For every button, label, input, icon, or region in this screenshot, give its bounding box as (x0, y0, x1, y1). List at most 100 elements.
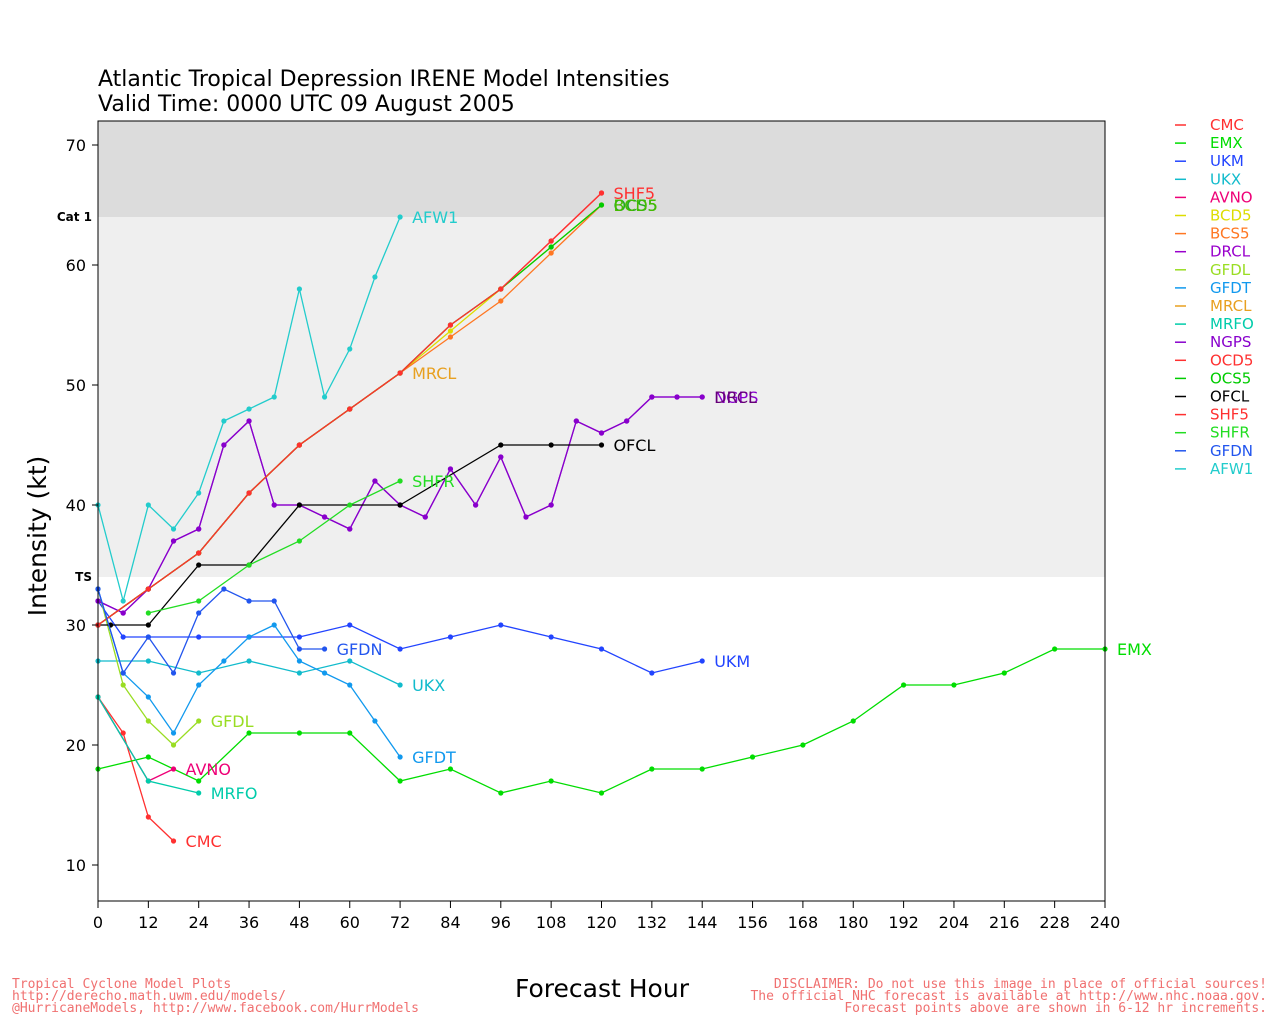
data-point-afw1 (271, 394, 277, 400)
data-point-emx (1052, 646, 1058, 652)
footer-right: DISCLAIMER: Do not use this image in pla… (750, 977, 1267, 1016)
legend: CMCEMXUKMUKXAVNOBCD5BCS5DRCLGFDLGFDTMRCL… (1175, 116, 1254, 478)
data-point-ukm (347, 622, 353, 628)
data-point-gfdl (120, 682, 126, 688)
end-label-mrcl: MRCL (412, 364, 456, 383)
legend-item-cmc: CMC (1175, 116, 1244, 134)
series-ofcl (95, 442, 605, 628)
legend-label: CMC (1210, 116, 1244, 134)
data-point-gfdn (246, 598, 252, 604)
data-point-shfr (145, 610, 151, 616)
data-point-ngps (573, 418, 579, 424)
data-point-emx (749, 754, 756, 760)
x-tick-label: 12 (138, 913, 158, 932)
data-point-ofcl (397, 502, 403, 508)
data-point-bcs5 (498, 298, 504, 304)
data-point-shf5 (397, 370, 403, 376)
data-point-gfdn (145, 634, 151, 640)
legend-item-gfdl: GFDL (1175, 261, 1251, 279)
legend-label: GFDN (1210, 442, 1253, 460)
data-point-afw1 (145, 502, 151, 508)
data-point-ngps (321, 514, 328, 520)
series-ngps (95, 394, 705, 616)
data-point-emx (901, 682, 907, 688)
x-axis-ticks: 0 12 24 36 48 60 72 84 96 108 120 132 144 156 168 180 19… (93, 901, 1121, 932)
data-point-ukm (598, 646, 605, 652)
data-point-mrfo (145, 778, 151, 784)
data-point-afw1 (372, 274, 378, 280)
data-point-shfr (347, 502, 353, 508)
footer-left-line-3: @HurricaneModels, http://www.facebook.co… (12, 1001, 419, 1016)
data-point-gfdn (120, 670, 126, 676)
legend-item-ocs5: OCS5 (1175, 369, 1251, 387)
data-point-ngps (347, 526, 353, 532)
legend-label: BCS5 (1210, 225, 1250, 243)
data-point-ngps (271, 502, 277, 508)
data-point-emx (649, 766, 655, 772)
series-line-ukx (98, 660, 401, 686)
legend-item-bcs5: BCS5 (1175, 225, 1250, 243)
legend-item-ukm: UKM (1175, 152, 1244, 170)
end-label-cmc: CMC (186, 832, 222, 851)
legend-item-mrcl: MRCL (1175, 297, 1252, 315)
data-point-emx (498, 790, 504, 796)
data-point-shf5 (548, 238, 554, 244)
data-point-ngps (699, 394, 705, 400)
data-point-shfr (296, 538, 302, 544)
data-point-gfdn (221, 586, 227, 592)
x-tick-label: 156 (737, 913, 768, 932)
y-tick-label: 10 (66, 856, 86, 875)
x-tick-label: 36 (239, 913, 259, 932)
data-point-gfdt (196, 682, 202, 688)
data-point-ukm (699, 658, 705, 664)
data-point-ukm (548, 634, 554, 640)
data-point-shf5 (246, 490, 252, 496)
x-tick-label: 72 (390, 913, 410, 932)
chart-title: Atlantic Tropical Depression IRENE Model… (98, 67, 670, 92)
intensity-bands (98, 121, 1105, 577)
data-point-gfdt (221, 658, 227, 664)
data-point-gfdl (170, 742, 177, 748)
x-tick-label: 240 (1090, 913, 1121, 932)
data-point-bcs5 (548, 250, 554, 256)
data-point-gfdl (145, 718, 151, 724)
x-tick-label: 24 (189, 913, 209, 932)
data-point-ngps (473, 502, 479, 508)
end-label-gfdl: GFDL (211, 712, 254, 731)
band-label-cat-1: Cat 1 (57, 210, 92, 224)
legend-label: SHF5 (1210, 406, 1249, 424)
data-point-gfdt (170, 730, 177, 736)
data-point-ofcl (548, 442, 554, 448)
data-point-shf5 (296, 442, 302, 448)
band-cat-1 (98, 121, 1105, 217)
legend-label: EMX (1210, 134, 1243, 152)
data-point-emx (347, 730, 353, 736)
legend-item-afw1: AFW1 (1175, 460, 1253, 478)
x-tick-label: 48 (289, 913, 309, 932)
data-point-gfdt (145, 694, 151, 700)
data-point-ukm (196, 634, 202, 640)
x-tick-label: 0 (93, 913, 103, 932)
legend-label: BCD5 (1210, 207, 1252, 225)
data-point-gfdt (321, 670, 328, 676)
data-point-afw1 (170, 526, 177, 532)
data-point-bcd5 (447, 328, 454, 334)
data-point-ofcl (145, 622, 151, 628)
data-point-cmc (120, 730, 126, 736)
data-point-shfr (397, 478, 403, 484)
data-point-gfdn (170, 670, 177, 676)
data-point-afw1 (246, 406, 252, 412)
data-point-ukm (447, 634, 454, 640)
data-point-emx (246, 730, 252, 736)
x-tick-label: 192 (888, 913, 919, 932)
series-ukx (95, 658, 403, 688)
data-point-gfdt (296, 658, 302, 664)
x-tick-label: 144 (687, 913, 718, 932)
data-point-gfdn (321, 646, 328, 652)
series-line-shfr (148, 480, 401, 614)
legend-label: NGPS (1210, 333, 1251, 351)
end-label-bcd5: BCD5 (614, 196, 658, 215)
data-point-emx (800, 742, 806, 748)
x-tick-label: 96 (491, 913, 511, 932)
